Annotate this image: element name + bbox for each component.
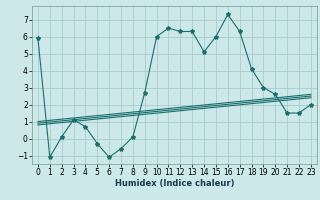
X-axis label: Humidex (Indice chaleur): Humidex (Indice chaleur) <box>115 179 234 188</box>
